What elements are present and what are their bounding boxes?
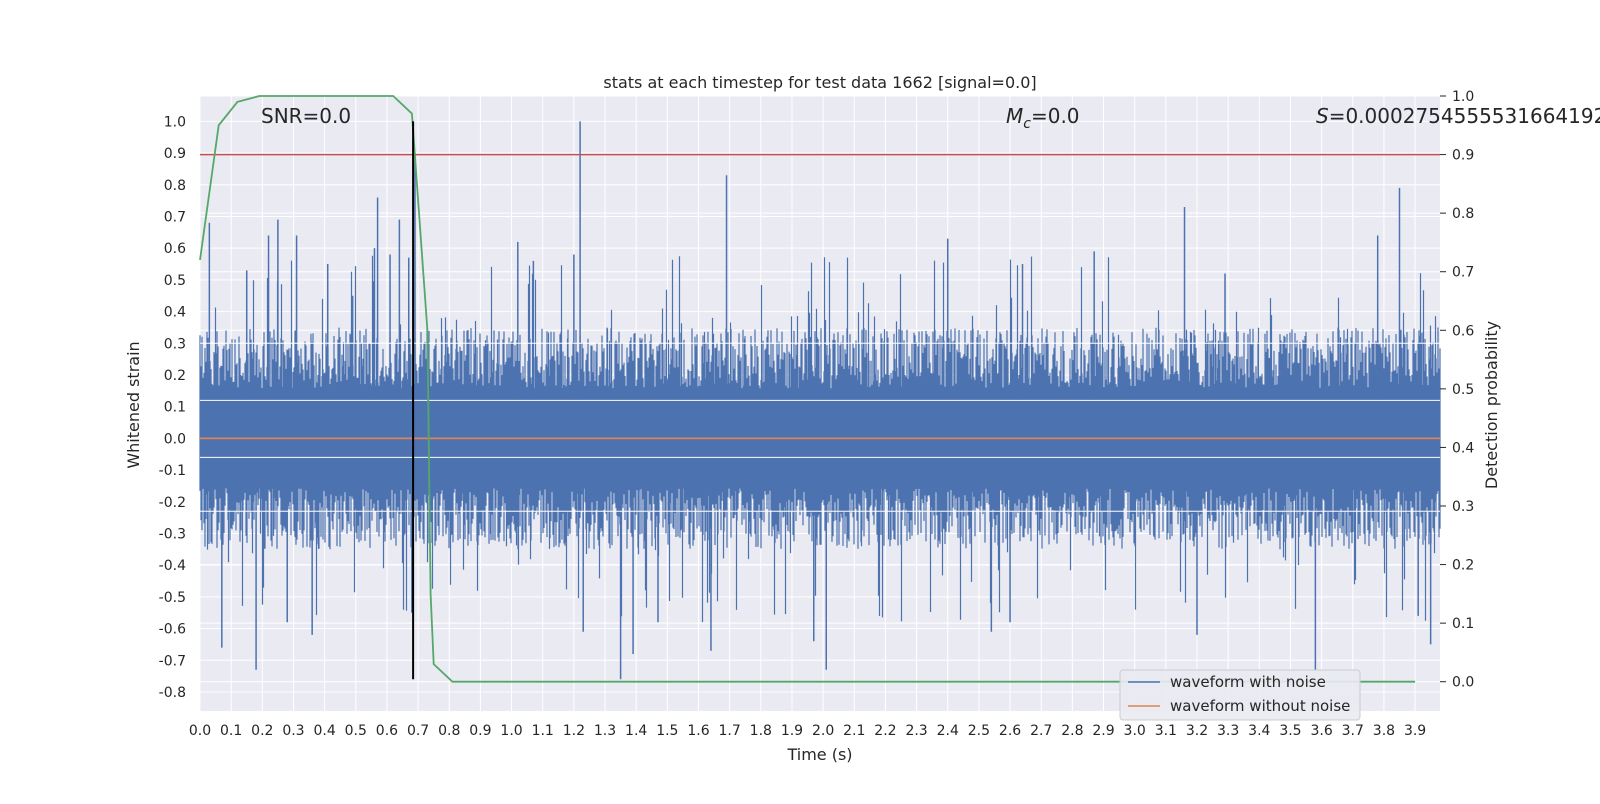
legend: waveform with noise waveform without noi… [1119,669,1361,721]
mc-annotation: Mc=0.0 [1006,104,1080,132]
x-tick-label: 0.0 [189,723,211,739]
x-tick-label: 1.3 [594,723,616,739]
x-tick-label: 2.5 [968,723,990,739]
y2-tick-label: 0.2 [1452,558,1474,574]
y-tick-label: 0.5 [164,273,186,289]
legend-box [1119,669,1361,721]
x-tick-label: 3.5 [1279,723,1301,739]
tick-layer: 0.0 0.1 0.2 0.3 0.4 0.5 0.6 0.7 0.8 0.9 1.0 1.1 1.2 1… [159,89,1475,739]
noise-series-layer [199,121,1441,680]
x-tick-label: 1.7 [719,723,741,739]
x-tick-label: 0.4 [313,723,335,739]
x-tick-label: 2.8 [1061,723,1083,739]
legend-label-with-noise: waveform with noise [1170,673,1326,691]
x-tick-label: 3.0 [1124,723,1146,739]
y-tick-label: 1.0 [164,114,186,130]
x-tick-label: 3.7 [1342,723,1364,739]
x-tick-label: 1.4 [625,723,647,739]
y-tick-label: 0.9 [164,146,186,162]
y2-tick-label: 0.9 [1452,148,1474,164]
y2-tick-label: 1.0 [1452,89,1474,105]
y-tick-label: 0.8 [164,178,186,194]
x-tick-label: 3.3 [1217,723,1239,739]
x-tick-label: 3.9 [1404,723,1426,739]
x-tick-label: 2.0 [812,723,834,739]
y-tick-label: -0.5 [159,590,186,606]
x-tick-label: 2.6 [999,723,1021,739]
detection-probability-line [199,95,1416,683]
y-tick-label: -0.3 [159,526,186,542]
mc-value: =0.0 [1031,104,1080,128]
y-tick-label: 0.6 [164,241,186,257]
x-tick-label: 3.4 [1248,723,1270,739]
y2-tick-label: 0.0 [1452,675,1474,691]
x-tick-label: 0.7 [407,723,429,739]
x-tick-label: 2.1 [843,723,865,739]
s-symbol: S [1316,104,1329,128]
y-tick-label: 0.2 [164,368,186,384]
x-tick-label: 1.9 [781,723,803,739]
s-annotation: S=0.00027545555316641927 [1316,104,1600,128]
y-tick-label: -0.8 [159,685,186,701]
x-tick-label: 1.5 [656,723,678,739]
y2-tick-label: 0.7 [1452,265,1474,281]
y2-tick-label: 0.3 [1452,499,1474,515]
x-tick-label: 2.4 [937,723,959,739]
x-tick-label: 3.8 [1373,723,1395,739]
legend-label-without-noise: waveform without noise [1170,697,1350,715]
y2-tick-label: 0.5 [1452,382,1474,398]
x-tick-label: 0.9 [469,723,491,739]
y-tick-label: 0.1 [164,400,186,416]
x-tick-label: 0.1 [220,723,242,739]
x-tick-label: 3.2 [1186,723,1208,739]
x-tick-label: 1.6 [687,723,709,739]
y-tick-label: -0.7 [159,653,186,669]
y-tick-label: -0.6 [159,622,186,638]
x-tick-label: 2.7 [1030,723,1052,739]
x-tick-label: 2.2 [874,723,896,739]
y-tick-label: -0.2 [159,495,186,511]
chart-title: stats at each timestep for test data 166… [603,73,1036,92]
x-axis-label: Time (s) [786,745,852,764]
x-tick-label: 3.6 [1310,723,1332,739]
x-tick-label: 1.0 [500,723,522,739]
y2-tick-label: 0.1 [1452,616,1474,632]
mc-subscript: c [1023,116,1031,132]
y-tick-label: -0.1 [159,463,186,479]
y-tick-label: 0.3 [164,336,186,352]
snr-annotation: SNR=0.0 [261,104,351,128]
y2-tick-label: 0.6 [1452,323,1474,339]
x-tick-label: 0.3 [282,723,304,739]
x-tick-label: 0.6 [376,723,398,739]
x-tick-label: 1.2 [563,723,585,739]
x-tick-label: 1.1 [532,723,554,739]
x-tick-label: 3.1 [1155,723,1177,739]
x-tick-label: 0.8 [438,723,460,739]
lines-layer [199,95,1440,683]
x-tick-label: 0.2 [251,723,273,739]
y2-tick-label: 0.8 [1452,206,1474,222]
x-tick-label: 2.3 [905,723,927,739]
y-tick-label: 0.0 [164,431,186,447]
y-tick-label: 0.4 [164,305,186,321]
x-tick-label: 0.5 [345,723,367,739]
y-axis-label: Whitened strain [124,341,143,468]
x-tick-label: 1.8 [750,723,772,739]
y2-axis-label: Detection probability [1482,321,1501,489]
x-tick-label: 2.9 [1092,723,1114,739]
y2-tick-label: 0.4 [1452,440,1474,456]
y-tick-label: -0.4 [159,558,186,574]
mc-symbol: M [1006,104,1023,128]
y-tick-label: 0.7 [164,209,186,225]
s-value: =0.00027545555316641927 [1329,104,1600,128]
